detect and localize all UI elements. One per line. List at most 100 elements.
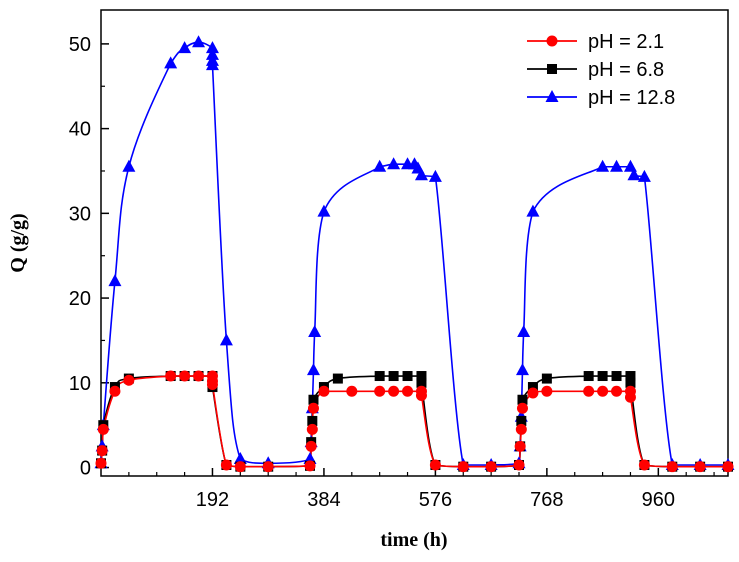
data-point-ph-6-8 bbox=[308, 394, 319, 405]
data-point-ph-2-1 bbox=[193, 370, 205, 382]
data-point-ph-2-1 bbox=[694, 461, 706, 473]
data-point-ph-12-8 bbox=[205, 58, 219, 71]
data-point-ph-2-1 bbox=[234, 461, 246, 473]
data-point-ph-6-8 bbox=[625, 377, 636, 388]
data-point-ph-12-8 bbox=[219, 333, 233, 346]
data-point-ph-2-1 bbox=[374, 385, 386, 397]
data-point-ph-2-1 bbox=[429, 459, 441, 471]
data-point-ph-2-1 bbox=[304, 460, 316, 472]
data-point-ph-12-8 bbox=[637, 169, 651, 182]
x-tick-labels: 192 384 576 768 960 bbox=[196, 489, 675, 511]
y-tick-label: 40 bbox=[69, 119, 91, 141]
legend: pH = 2.1 pH = 6.8 pH = 12.8 bbox=[527, 31, 675, 109]
data-point-ph-6-8 bbox=[516, 415, 527, 426]
data-point-ph-2-1 bbox=[220, 459, 232, 471]
data-point-ph-12-8 bbox=[205, 41, 219, 54]
data-point-ph-6-8 bbox=[625, 371, 636, 382]
y-tick-label: 10 bbox=[69, 373, 91, 395]
data-point-ph-2-1 bbox=[541, 385, 553, 397]
tick-marks bbox=[101, 43, 715, 476]
data-point-ph-12-8 bbox=[373, 159, 387, 172]
data-point-ph-12-8 bbox=[610, 159, 624, 172]
y-tick-label: 20 bbox=[69, 288, 91, 310]
data-point-ph-6-8 bbox=[583, 371, 594, 382]
legend-label-ph-6-8: pH = 6.8 bbox=[588, 59, 664, 81]
y-tick-label: 50 bbox=[69, 34, 91, 56]
data-point-ph-2-1 bbox=[206, 378, 218, 390]
data-point-ph-2-1 bbox=[624, 391, 636, 403]
data-point-ph-2-1 bbox=[318, 385, 330, 397]
data-point-ph-2-1 bbox=[415, 390, 427, 402]
data-point-ph-2-1 bbox=[597, 385, 609, 397]
data-point-ph-2-1 bbox=[388, 385, 400, 397]
data-point-ph-12-8 bbox=[233, 452, 247, 465]
data-point-ph-12-8 bbox=[627, 168, 641, 181]
data-point-ph-2-1 bbox=[513, 459, 525, 471]
series-markers bbox=[94, 35, 735, 473]
data-point-ph-6-8 bbox=[307, 415, 318, 426]
x-tick-label: 384 bbox=[307, 489, 340, 511]
data-point-ph-2-1 bbox=[638, 459, 650, 471]
data-point-ph-12-8 bbox=[164, 56, 178, 69]
data-point-ph-6-8 bbox=[416, 371, 427, 382]
data-point-ph-2-1 bbox=[262, 461, 274, 473]
plot-frame bbox=[100, 9, 729, 477]
data-point-ph-6-8 bbox=[374, 371, 385, 382]
data-point-ph-2-1 bbox=[516, 402, 528, 414]
y-tick-label: 30 bbox=[69, 203, 91, 225]
data-point-ph-2-1 bbox=[97, 423, 109, 435]
data-point-ph-12-8 bbox=[515, 363, 529, 376]
data-point-ph-6-8 bbox=[517, 394, 528, 405]
data-point-ph-2-1 bbox=[165, 370, 177, 382]
data-point-ph-12-8 bbox=[306, 363, 320, 376]
data-point-ph-2-1 bbox=[514, 440, 526, 452]
x-tick-label: 192 bbox=[196, 489, 229, 511]
data-point-ph-12-8 bbox=[192, 35, 206, 48]
data-point-ph-12-8 bbox=[178, 41, 192, 54]
data-point-ph-2-1 bbox=[457, 461, 469, 473]
data-point-ph-6-8 bbox=[402, 371, 413, 382]
data-point-ph-6-8 bbox=[332, 373, 343, 384]
x-axis-title: time (h) bbox=[380, 529, 447, 551]
legend-label-ph-2-1: pH = 2.1 bbox=[588, 31, 664, 53]
data-point-ph-12-8 bbox=[308, 324, 322, 337]
legend-label-ph-12-8: pH = 12.8 bbox=[588, 87, 675, 109]
data-point-ph-2-1 bbox=[527, 387, 539, 399]
y-axis-title: Q (g/g) bbox=[7, 213, 29, 272]
data-point-ph-2-1 bbox=[583, 385, 595, 397]
data-point-ph-6-8 bbox=[416, 377, 427, 388]
x-tick-label: 960 bbox=[642, 489, 675, 511]
data-point-ph-6-8 bbox=[611, 371, 622, 382]
legend-marker-ph-12-8 bbox=[545, 90, 559, 102]
data-point-ph-2-1 bbox=[305, 440, 317, 452]
data-point-ph-12-8 bbox=[517, 324, 531, 337]
data-point-ph-6-8 bbox=[597, 371, 608, 382]
x-tick-label: 576 bbox=[419, 489, 452, 511]
data-point-ph-12-8 bbox=[428, 169, 442, 182]
data-point-ph-12-8 bbox=[387, 157, 401, 170]
y-tick-labels: 0 10 20 30 40 50 bbox=[69, 34, 91, 480]
legend-marker-ph-2-1 bbox=[546, 35, 558, 47]
data-point-ph-12-8 bbox=[596, 159, 610, 172]
data-point-ph-6-8 bbox=[527, 382, 538, 393]
data-point-ph-2-1 bbox=[306, 423, 318, 435]
data-point-ph-12-8 bbox=[108, 274, 122, 287]
data-point-ph-2-1 bbox=[123, 374, 135, 386]
data-point-ph-6-8 bbox=[388, 371, 399, 382]
data-point-ph-2-1 bbox=[307, 402, 319, 414]
data-point-ph-12-8 bbox=[122, 159, 136, 172]
data-point-ph-2-1 bbox=[96, 445, 108, 457]
data-point-ph-2-1 bbox=[666, 461, 678, 473]
data-point-ph-2-1 bbox=[109, 385, 121, 397]
data-point-ph-2-1 bbox=[179, 370, 191, 382]
data-point-ph-6-8 bbox=[541, 373, 552, 384]
data-point-ph-2-1 bbox=[722, 461, 734, 473]
y-tick-label: 0 bbox=[80, 458, 91, 480]
data-point-ph-12-8 bbox=[317, 204, 331, 217]
data-point-ph-12-8 bbox=[414, 168, 428, 181]
data-point-ph-12-8 bbox=[526, 204, 540, 217]
legend-marker-ph-6-8 bbox=[547, 64, 557, 74]
x-tick-label: 768 bbox=[530, 489, 563, 511]
data-point-ph-2-1 bbox=[402, 385, 414, 397]
